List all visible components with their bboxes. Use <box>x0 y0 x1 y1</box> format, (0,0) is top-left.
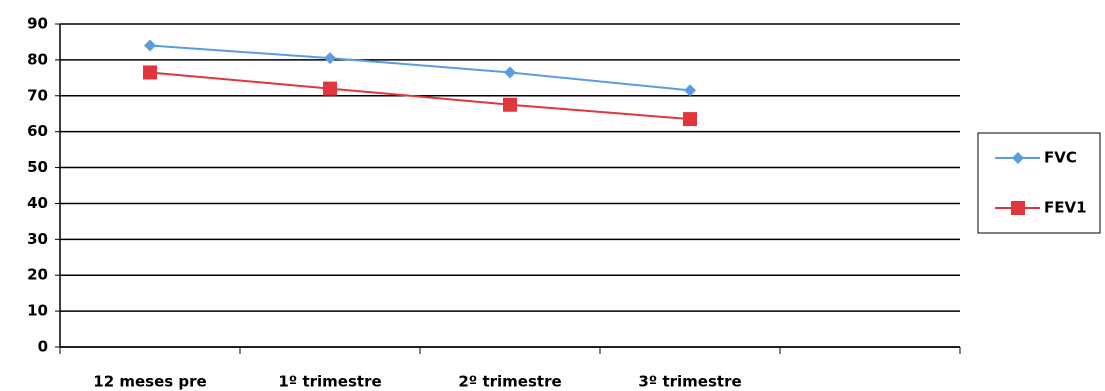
y-tick-label: 50 <box>27 158 48 176</box>
data-point <box>323 81 337 96</box>
data-point <box>684 84 696 97</box>
data-point <box>683 112 697 127</box>
series-line <box>149 44 691 92</box>
y-tick-label: 10 <box>27 302 48 320</box>
data-point <box>324 52 336 65</box>
y-tick-label: 40 <box>27 194 48 212</box>
y-tick-label: 20 <box>27 266 48 284</box>
legend-marker <box>1012 152 1024 164</box>
y-tick-label: 0 <box>38 338 48 356</box>
legend-marker <box>1011 201 1025 215</box>
y-tick-label: 30 <box>27 230 48 248</box>
legend-label: FEV1 <box>1044 199 1087 217</box>
data-point <box>503 97 517 112</box>
y-tick-label: 60 <box>27 122 48 140</box>
legend-box <box>977 132 1101 234</box>
legend-label: FVC <box>1044 149 1077 167</box>
x-tick-label: 12 meses pre <box>93 373 206 391</box>
y-tick-label: 80 <box>27 50 48 68</box>
x-tick-label: 1º trimestre <box>278 373 381 391</box>
x-tick-label: 3º trimestre <box>638 373 741 391</box>
data-point <box>143 65 157 80</box>
y-tick-label: 70 <box>27 86 48 104</box>
data-point <box>504 66 516 79</box>
y-tick-label: 90 <box>27 15 48 33</box>
x-tick-label: 2º trimestre <box>458 373 561 391</box>
data-point <box>144 39 156 52</box>
series-line <box>149 71 691 121</box>
